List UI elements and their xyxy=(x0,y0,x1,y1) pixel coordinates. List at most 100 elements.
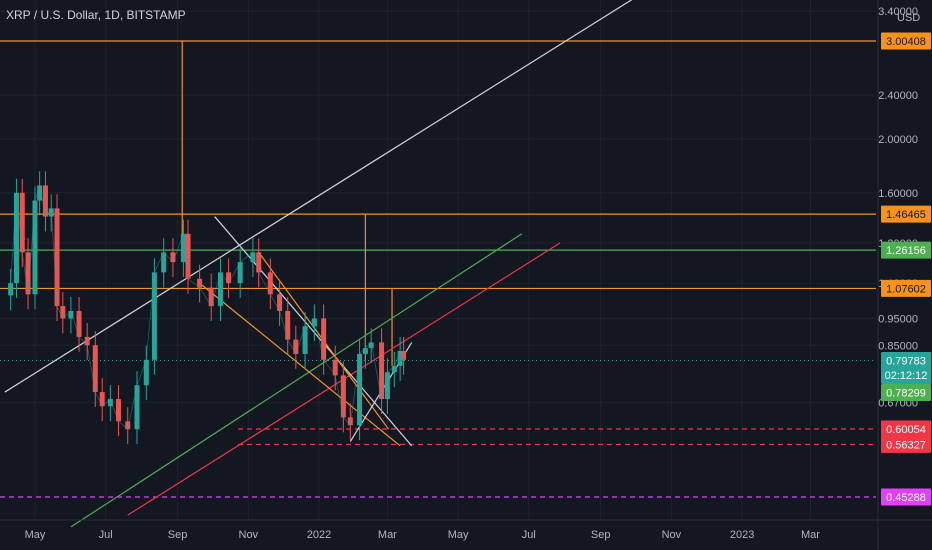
time-tick-label: Jul xyxy=(99,529,113,541)
candle-body xyxy=(391,365,397,373)
price-tag-1-07602-bg xyxy=(881,279,931,297)
price-tag-3-00408: 3.00408 xyxy=(886,36,926,48)
candle-body xyxy=(37,185,43,201)
trendlines xyxy=(4,0,633,528)
candle-body xyxy=(347,417,353,426)
price-tick-label: 0.85000 xyxy=(878,340,918,352)
price-tick-label: 2.40000 xyxy=(878,90,918,102)
candle-body xyxy=(107,399,113,407)
price-tag-0-45288: 0.45288 xyxy=(886,492,926,504)
candle-body xyxy=(226,272,232,284)
horizontal-levels xyxy=(0,40,876,498)
last-price-tag-bg xyxy=(881,352,931,385)
trendline xyxy=(4,0,633,393)
candle-body xyxy=(208,287,214,307)
trendline xyxy=(214,216,413,447)
candle-body xyxy=(115,399,121,422)
candle-body xyxy=(357,353,363,426)
candle-body xyxy=(237,262,243,284)
candle-body xyxy=(321,318,327,360)
candle-body xyxy=(76,310,82,337)
price-tick-label: 0.95000 xyxy=(878,313,918,325)
candle-body xyxy=(68,310,74,319)
candle-body xyxy=(277,294,283,311)
price-tag-1-46465-bg xyxy=(881,205,931,223)
candle-body xyxy=(125,421,131,430)
price-tag-0-45288-bg xyxy=(881,488,931,506)
price-tick-label: 2.00000 xyxy=(878,134,918,146)
candle-body xyxy=(256,252,262,273)
symbol-title[interactable]: XRP / U.S. Dollar, 1D, BITSTAMP xyxy=(6,8,186,22)
candle-body xyxy=(397,351,403,366)
candle-body xyxy=(332,359,338,376)
time-tick-label: 2023 xyxy=(730,529,754,541)
time-tick-label: Nov xyxy=(662,529,682,541)
grid xyxy=(0,0,876,520)
candle-body xyxy=(302,326,308,354)
candle-body xyxy=(384,372,390,400)
candle-body xyxy=(362,348,368,354)
time-tick-label: Mar xyxy=(801,529,820,541)
currency-label: USD xyxy=(897,12,921,24)
candle-body xyxy=(311,318,317,327)
price-tick-label: 1.60000 xyxy=(878,188,918,200)
time-tick-label: Mar xyxy=(378,529,397,541)
time-tick-label: Sep xyxy=(591,529,611,541)
candle-body xyxy=(19,192,25,253)
price-series xyxy=(8,171,407,445)
price-tag-1-26156: 1.26156 xyxy=(886,245,926,257)
candle-body xyxy=(197,278,203,288)
candle-body xyxy=(368,342,374,349)
last-price-tag: 0.79783 xyxy=(886,356,926,368)
time-tick-label: Nov xyxy=(239,529,259,541)
candle-body xyxy=(180,233,186,263)
price-axis[interactable]: 3.400002.400002.000001.600001.300001.100… xyxy=(877,0,918,550)
candle-body xyxy=(134,385,140,430)
candle-body xyxy=(217,272,223,307)
price-tag-0-60054: 0.60054 xyxy=(886,424,926,436)
candle-body xyxy=(250,252,256,263)
candle-body xyxy=(25,252,31,295)
candle-body xyxy=(42,185,48,217)
price-tags: 3.00408 1.46465 1.26156 1.07602 0.60054 0.563… xyxy=(881,32,931,506)
price-tag-0-56327-bg xyxy=(881,435,931,453)
candle-body xyxy=(185,233,191,279)
candle-body xyxy=(267,272,273,295)
close-line xyxy=(10,185,404,430)
candle-body xyxy=(32,200,38,295)
trendline xyxy=(70,233,523,528)
candle-body xyxy=(84,336,90,346)
time-tick-label: 2022 xyxy=(307,529,331,541)
price-tick-label: 3.40000 xyxy=(878,6,918,18)
candle-body xyxy=(99,392,105,407)
candle-body xyxy=(54,208,60,307)
price-tag-1-26156-bg xyxy=(881,241,931,259)
candle-body xyxy=(379,342,385,400)
candle-body xyxy=(340,375,346,418)
candle-body xyxy=(13,192,19,284)
candle-body xyxy=(92,345,98,393)
price-tag-0-56327: 0.56327 xyxy=(886,439,926,451)
time-tick-label: Jul xyxy=(522,529,536,541)
candle-body xyxy=(285,310,291,340)
candle-body xyxy=(170,252,176,263)
prev-close-tag-bg xyxy=(881,384,931,402)
candle-body xyxy=(151,272,157,360)
candle-body xyxy=(161,252,167,273)
price-tag-3-00408-bg xyxy=(881,32,931,50)
trendline xyxy=(199,282,401,447)
candle-body xyxy=(293,339,299,354)
time-tick-label: May xyxy=(25,529,46,541)
candle-body xyxy=(401,351,407,360)
price-tag-1-46465: 1.46465 xyxy=(886,209,926,221)
candle-body xyxy=(60,306,66,319)
price-tag-0-60054-bg xyxy=(881,420,931,438)
prev-close-tag: 0.78299 xyxy=(886,388,926,400)
time-tick-label: May xyxy=(448,529,469,541)
price-tag-1-07602: 1.07602 xyxy=(886,283,926,295)
time-axis[interactable]: May Jul Sep Nov 2022 Mar May Jul Sep Nov 2023 Mar xyxy=(0,519,932,541)
candle-body xyxy=(8,283,14,296)
last-price-tag-countdown: 02:12:12 xyxy=(885,370,928,382)
